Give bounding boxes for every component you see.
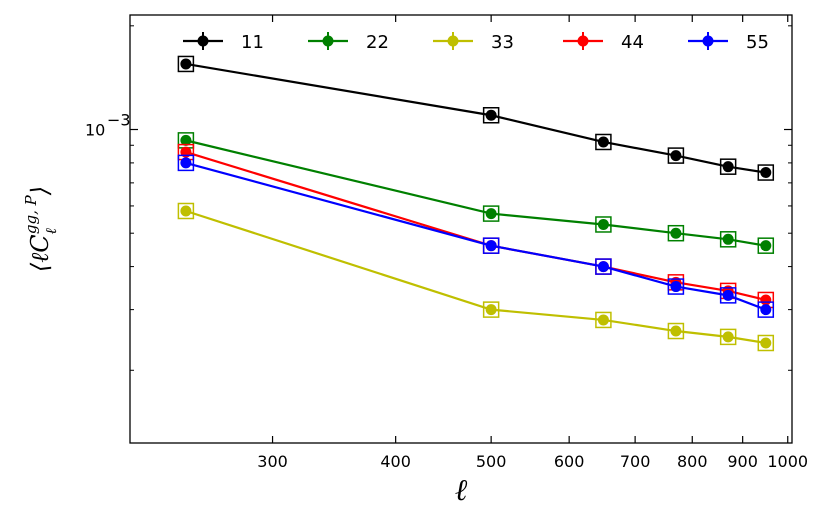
data-point	[722, 161, 734, 173]
data-point-square	[482, 107, 500, 124]
plot-area	[129, 14, 793, 444]
data-point	[760, 240, 772, 252]
data-point	[670, 281, 682, 293]
data-point	[722, 289, 734, 301]
series-line	[185, 161, 767, 311]
legend-item: 55	[688, 32, 769, 53]
legend-marker	[322, 35, 334, 47]
data-point-square	[482, 205, 500, 222]
data-point	[722, 331, 734, 343]
data-point-square	[667, 278, 685, 295]
x-axis-label: ℓ	[455, 473, 468, 508]
data-point-square	[667, 322, 685, 340]
data-point-square	[482, 301, 500, 318]
legend-label: 11	[241, 32, 264, 53]
data-point	[485, 109, 497, 121]
data-point	[597, 261, 609, 273]
data-point	[180, 134, 192, 146]
data-point-square	[719, 287, 737, 304]
data-point	[760, 337, 772, 349]
data-point	[670, 325, 682, 337]
data-point	[722, 233, 734, 245]
legend-item: 33	[433, 32, 514, 53]
series-line	[185, 151, 767, 302]
x-tick-label: 700	[620, 452, 651, 471]
data-point	[670, 150, 682, 162]
x-tick-label: 900	[727, 452, 758, 471]
data-point-square	[757, 237, 775, 254]
legend-label: 55	[746, 32, 769, 53]
data-point-square	[595, 311, 612, 329]
y-axis-label: ⟨ℓCℓgg, P⟩	[22, 186, 60, 272]
series-11	[177, 55, 775, 181]
x-tick-label: 1000	[767, 452, 808, 471]
legend-item: 44	[563, 32, 644, 53]
legend-label: 22	[366, 32, 389, 53]
legend-marker	[197, 35, 209, 47]
data-point	[180, 157, 192, 169]
data-point	[760, 167, 772, 179]
data-point	[180, 58, 192, 70]
legend-marker	[702, 35, 714, 47]
svg-text:⟨ℓCℓgg, P⟩: ⟨ℓCℓgg, P⟩	[22, 186, 60, 272]
series-33	[177, 202, 775, 352]
x-tick-label: 400	[380, 452, 411, 471]
legend-label: 33	[491, 32, 514, 53]
y-tick-label-exponent: −3	[107, 111, 131, 130]
x-tick-label: 500	[476, 452, 507, 471]
y-axis: 10−3	[85, 111, 792, 140]
data-point	[597, 136, 609, 148]
y-minor-ticks	[130, 25, 792, 371]
legend-item: 11	[183, 32, 264, 53]
data-point-square	[177, 55, 195, 73]
data-point-square	[719, 328, 737, 346]
x-tick-label: 600	[554, 452, 585, 471]
legend-label: 44	[621, 32, 644, 53]
data-point	[485, 208, 497, 220]
legend-marker	[447, 35, 459, 47]
series-line	[185, 209, 766, 345]
series-line	[185, 139, 766, 247]
series-55	[177, 154, 775, 318]
series-line	[185, 62, 766, 174]
data-point-square	[757, 164, 775, 181]
data-point-square	[667, 147, 685, 164]
data-point-square	[595, 216, 612, 233]
legend: 11 22 33 44 55	[183, 32, 769, 53]
series-22	[177, 132, 775, 254]
data-point	[597, 314, 609, 326]
data-point	[760, 294, 772, 306]
x-axis: 300 400 500 600 700 800 900 1000	[257, 15, 808, 471]
data-point-square	[719, 231, 737, 248]
x-tick-label: 800	[677, 452, 708, 471]
data-point-square	[667, 224, 685, 242]
data-point-square	[177, 202, 195, 220]
data-point	[485, 304, 497, 316]
data-point	[180, 205, 192, 217]
y-tick-label: 10	[85, 121, 105, 140]
data-point-square	[757, 301, 775, 318]
data-point-square	[719, 158, 737, 175]
data-point-square	[595, 258, 612, 275]
x-tick-label: 300	[257, 452, 288, 471]
legend-item: 22	[308, 32, 389, 53]
data-point-square	[177, 154, 195, 172]
series-layer	[177, 55, 775, 352]
legend-marker	[577, 35, 589, 47]
data-point-square	[757, 334, 775, 352]
data-point	[597, 218, 609, 230]
data-point	[760, 304, 772, 316]
data-point	[670, 227, 682, 239]
data-point	[485, 240, 497, 252]
data-point-square	[595, 133, 612, 151]
data-point-square	[482, 237, 500, 254]
